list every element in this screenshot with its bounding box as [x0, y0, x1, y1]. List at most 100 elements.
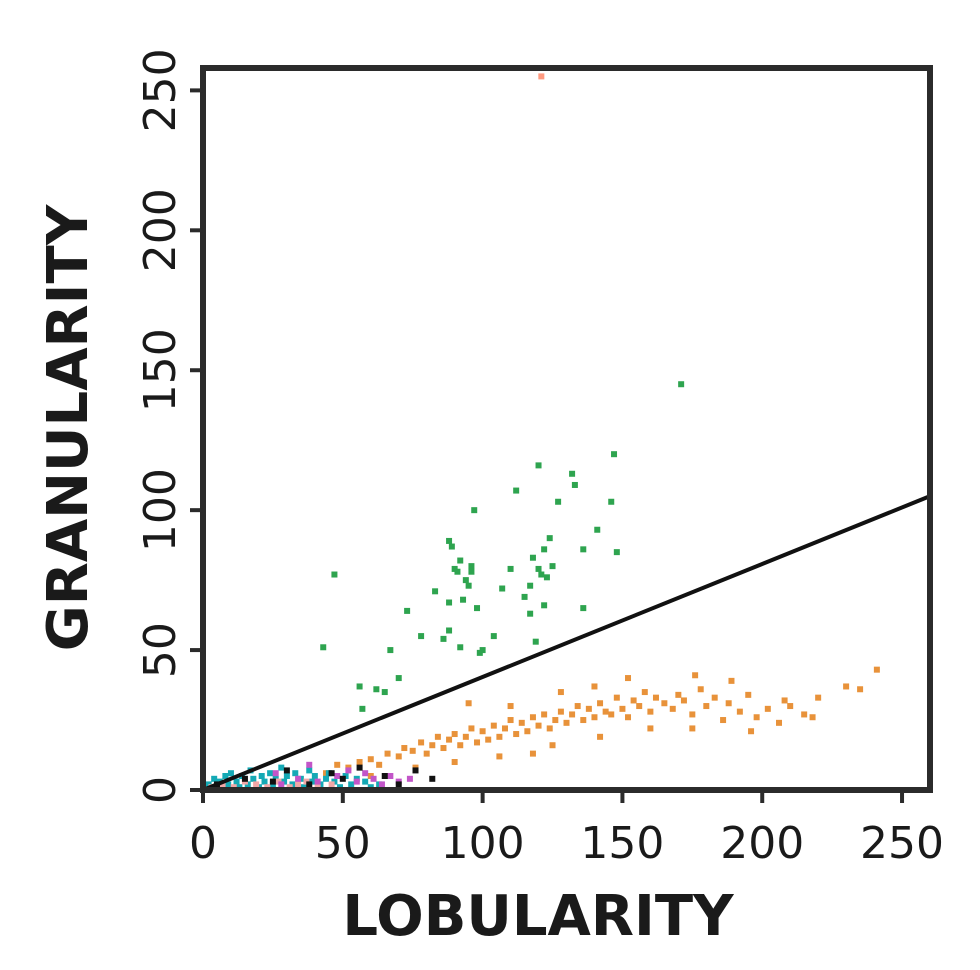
y-tick-label-100: 100	[135, 468, 186, 552]
data-point-s5-p13	[406, 775, 413, 782]
data-point-s2-p88	[647, 725, 654, 732]
data-point-s2-p16	[451, 731, 458, 738]
data-point-s0-p37	[532, 638, 539, 645]
data-point-s2-p14	[440, 745, 447, 752]
data-point-s3-p19	[278, 764, 285, 771]
data-point-s0-p17	[454, 568, 461, 575]
data-point-s0-p52	[608, 498, 615, 505]
data-point-s0-p8	[404, 607, 411, 614]
data-point-s2-p81	[529, 750, 536, 757]
x-tick-label-50: 50	[315, 818, 371, 869]
data-point-s2-p5	[376, 761, 383, 768]
data-point-s0-p21	[462, 577, 469, 584]
y-tick-label-0: 0	[135, 776, 186, 804]
points-layer	[205, 73, 880, 791]
data-point-s2-p60	[711, 694, 718, 701]
data-point-s3-p28	[311, 773, 318, 780]
data-point-s2-p58	[697, 686, 704, 693]
data-point-s2-p82	[496, 753, 503, 760]
data-point-s0-p34	[527, 610, 534, 617]
data-point-s0-p11	[440, 635, 447, 642]
data-point-s3-p14	[258, 773, 265, 780]
data-point-s2-p59	[703, 703, 710, 710]
data-point-s5-p9	[370, 775, 377, 782]
reference-line	[202, 494, 931, 792]
data-point-s2-p18	[462, 733, 469, 740]
data-point-s0-p43	[543, 574, 550, 581]
data-point-s0-p18	[457, 644, 464, 651]
data-point-s0-p28	[479, 647, 486, 654]
data-point-s2-p57	[689, 711, 696, 718]
data-point-s2-p62	[725, 700, 732, 707]
data-point-s2-p24	[496, 733, 503, 740]
data-point-s2-p35	[557, 708, 564, 715]
data-point-s0-p55	[678, 381, 685, 388]
data-point-s2-p91	[781, 697, 788, 704]
data-point-s0-p33	[521, 593, 528, 600]
data-point-s2-p9	[409, 747, 416, 754]
data-point-s2-p79	[692, 672, 699, 679]
data-point-s3-p30	[323, 775, 330, 782]
data-point-s2-p89	[689, 725, 696, 732]
data-point-s2-p8	[401, 745, 408, 752]
data-point-s3-p21	[283, 773, 290, 780]
data-point-s3-p16	[267, 770, 274, 777]
data-point-s5-p10	[378, 781, 385, 788]
data-point-s2-p56	[680, 697, 687, 704]
data-point-s5-p3	[306, 761, 313, 768]
data-point-s0-p14	[446, 537, 453, 544]
data-point-s2-p22	[485, 736, 492, 743]
data-point-s2-p28	[518, 719, 525, 726]
data-point-s0-p24	[468, 563, 475, 570]
data-point-s4-p4	[253, 781, 260, 788]
data-point-s2-p6	[384, 750, 391, 757]
data-point-s2-p21	[479, 728, 486, 735]
data-point-s6-p11	[429, 775, 436, 782]
data-point-s0-p13	[446, 599, 453, 606]
data-point-s2-p30	[529, 714, 536, 721]
data-point-s2-p48	[630, 697, 637, 704]
data-point-s2-p33	[546, 725, 553, 732]
data-point-s5-p7	[353, 778, 360, 785]
data-point-s0-p31	[507, 565, 514, 572]
data-point-s2-p36	[563, 719, 570, 726]
data-point-s2-p43	[602, 708, 609, 715]
data-point-s0-p49	[580, 546, 587, 553]
data-point-s3-p15	[261, 778, 268, 785]
data-point-s2-p31	[535, 722, 542, 729]
data-point-s2-p66	[764, 705, 771, 712]
data-point-s2-p61	[720, 717, 727, 724]
data-point-s0-p51	[594, 526, 601, 533]
data-point-s0-p54	[613, 549, 620, 556]
data-point-s2-p44	[608, 711, 615, 718]
data-point-s2-p17	[457, 742, 464, 749]
data-point-s2-p74	[625, 675, 632, 682]
data-point-s3-p1	[211, 775, 218, 782]
data-point-s2-p42	[597, 700, 604, 707]
data-point-s2-p63	[736, 708, 743, 715]
data-point-s2-p29	[524, 728, 531, 735]
data-point-s0-p32	[513, 487, 520, 494]
data-point-s2-p49	[636, 703, 643, 710]
data-point-s6-p9	[395, 781, 402, 788]
x-tick-label-200: 200	[720, 818, 804, 869]
data-point-s2-p80	[728, 677, 735, 684]
data-point-s6-p3	[283, 767, 290, 774]
y-tick-label-150: 150	[135, 328, 186, 412]
data-point-s0-p25	[471, 507, 478, 514]
data-point-s2-p69	[801, 711, 808, 718]
data-point-s6-p5	[328, 770, 335, 777]
data-point-s2-p51	[647, 708, 654, 715]
data-point-s0-p53	[611, 451, 618, 458]
data-point-s2-p15	[446, 736, 453, 743]
data-point-s0-p42	[541, 602, 548, 609]
plot-frame	[200, 65, 933, 793]
x-tick-label-0: 0	[189, 818, 217, 869]
data-point-s0-p35	[527, 582, 534, 589]
data-point-s3-p23	[292, 770, 299, 777]
data-point-s0-p30	[499, 585, 506, 592]
data-point-s2-p52	[652, 694, 659, 701]
data-point-s6-p2	[269, 778, 276, 785]
data-point-s2-p70	[815, 694, 822, 701]
data-point-s0-p41	[541, 546, 548, 553]
